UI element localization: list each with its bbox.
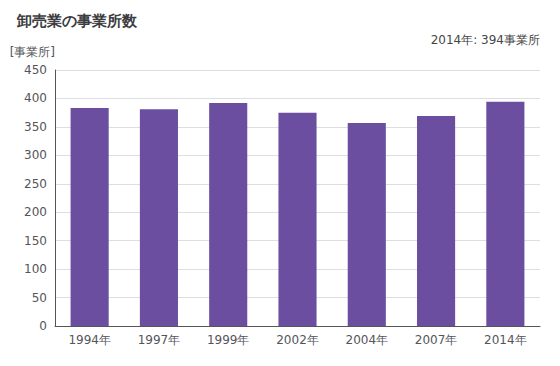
svg-text:2007年: 2007年 bbox=[415, 333, 458, 347]
svg-text:400: 400 bbox=[24, 91, 47, 105]
svg-text:2002年: 2002年 bbox=[276, 333, 319, 347]
svg-text:300: 300 bbox=[24, 148, 47, 162]
svg-text:卸売業の事業所数: 卸売業の事業所数 bbox=[16, 12, 138, 30]
svg-text:150: 150 bbox=[24, 234, 47, 248]
svg-text:100: 100 bbox=[24, 262, 47, 276]
svg-text:2004年: 2004年 bbox=[346, 333, 389, 347]
svg-text:2014年: 394事業所: 2014年: 394事業所 bbox=[431, 33, 540, 47]
svg-text:350: 350 bbox=[24, 120, 47, 134]
svg-text:[事業所]: [事業所] bbox=[10, 45, 55, 59]
svg-text:1999年: 1999年 bbox=[207, 333, 250, 347]
svg-text:450: 450 bbox=[24, 63, 47, 77]
svg-text:1997年: 1997年 bbox=[138, 333, 181, 347]
svg-text:250: 250 bbox=[24, 177, 47, 191]
svg-text:50: 50 bbox=[32, 291, 47, 305]
svg-text:0: 0 bbox=[39, 319, 47, 333]
svg-text:200: 200 bbox=[24, 205, 47, 219]
svg-text:1994年: 1994年 bbox=[68, 333, 111, 347]
svg-text:2014年: 2014年 bbox=[484, 333, 527, 347]
